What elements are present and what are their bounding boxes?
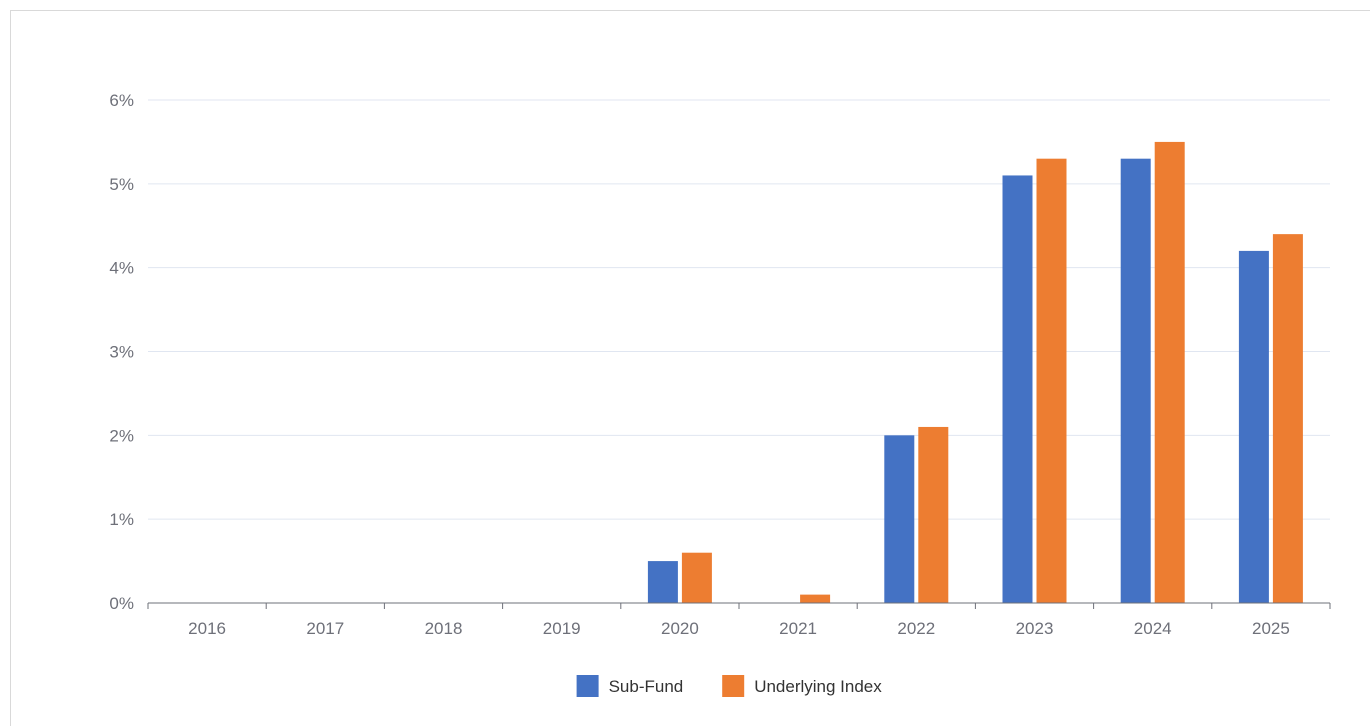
bar[interactable] <box>647 561 678 603</box>
bars <box>647 141 1303 603</box>
legend-swatch <box>576 675 599 697</box>
bar[interactable] <box>1272 234 1303 603</box>
x-tick-label: 2017 <box>306 619 344 638</box>
x-tick-label: 2020 <box>661 619 699 638</box>
legend-item[interactable]: Sub-Fund <box>576 675 684 697</box>
legend-label: Sub-Fund <box>609 677 684 696</box>
bar[interactable] <box>1154 141 1185 603</box>
x-tick-label: 2016 <box>188 619 226 638</box>
x-tick-label: 2022 <box>897 619 935 638</box>
legend-item[interactable]: Underlying Index <box>722 675 882 697</box>
y-axis-tick-labels: 0% 1% 2% 3% 4% 5% 6% <box>109 91 134 613</box>
x-tick-label: 2025 <box>1252 619 1290 638</box>
y-tick-label: 4% <box>109 259 134 278</box>
bar[interactable] <box>800 594 831 603</box>
y-tick-label: 2% <box>109 426 134 445</box>
x-tick-label: 2021 <box>779 619 817 638</box>
x-tick-label: 2018 <box>425 619 463 638</box>
y-tick-label: 3% <box>109 343 134 362</box>
y-tick-label: 5% <box>109 175 134 194</box>
bar[interactable] <box>1002 175 1033 603</box>
x-tick-label: 2024 <box>1134 619 1172 638</box>
legend[interactable]: Sub-Fund Underlying Index <box>576 675 883 697</box>
grid-lines <box>148 99 1330 520</box>
bar[interactable] <box>1238 250 1269 603</box>
legend-label: Underlying Index <box>754 677 882 696</box>
x-axis: 2016 2017 2018 2019 2020 2021 2022 2023 2024 2025 <box>147 602 1331 638</box>
x-tick-label: 2019 <box>543 619 581 638</box>
bar[interactable] <box>1120 158 1151 603</box>
y-tick-label: 0% <box>109 594 134 613</box>
bar[interactable] <box>681 552 712 603</box>
bar[interactable] <box>884 435 915 603</box>
chart-panel <box>10 10 1370 726</box>
y-tick-label: 1% <box>109 510 134 529</box>
bar[interactable] <box>1036 158 1067 603</box>
bar[interactable] <box>918 426 949 603</box>
x-tick-label: 2023 <box>1016 619 1054 638</box>
y-tick-label: 6% <box>109 91 134 110</box>
legend-swatch <box>722 675 745 697</box>
